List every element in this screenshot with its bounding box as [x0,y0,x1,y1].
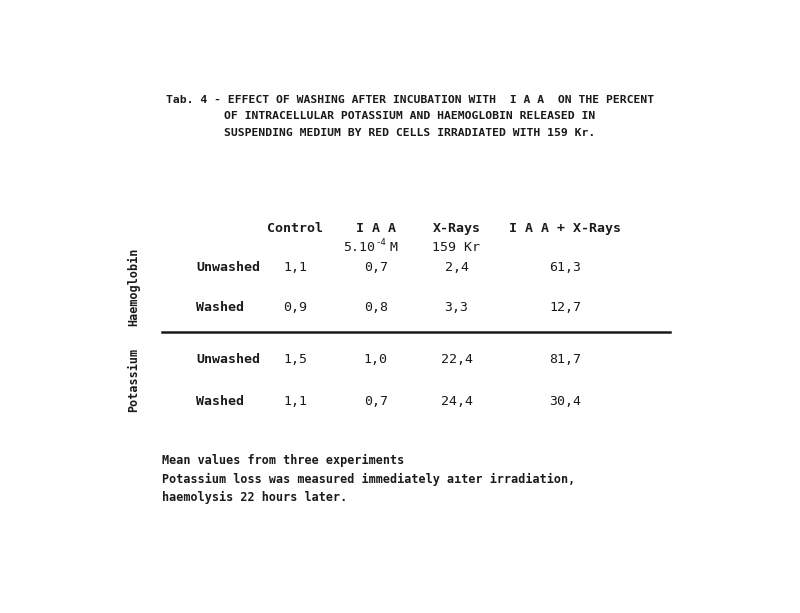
Text: 2,4: 2,4 [445,261,469,273]
Text: Unwashed: Unwashed [196,261,260,273]
Text: Tab. 4 - EFFECT OF WASHING AFTER INCUBATION WITH  I A A  ON THE PERCENT: Tab. 4 - EFFECT OF WASHING AFTER INCUBAT… [166,95,654,105]
Text: OF INTRACELLULAR POTASSIUM AND HAEMOGLOBIN RELEASED IN: OF INTRACELLULAR POTASSIUM AND HAEMOGLOB… [224,112,596,121]
Text: haemolysis 22 hours later.: haemolysis 22 hours later. [162,491,347,504]
Text: 5.10: 5.10 [342,241,374,254]
Text: 22,4: 22,4 [441,352,473,365]
Text: 24,4: 24,4 [441,395,473,408]
Text: 0,9: 0,9 [283,301,307,314]
Text: M: M [390,241,398,254]
Text: 0,7: 0,7 [364,395,388,408]
Text: I A A + X-Rays: I A A + X-Rays [509,223,621,235]
Text: 12,7: 12,7 [549,301,581,314]
Text: Washed: Washed [196,395,244,408]
Text: Potassium loss was measured immediately aıter irradiation,: Potassium loss was measured immediately … [162,473,575,485]
Text: 0,8: 0,8 [364,301,388,314]
Text: 1,0: 1,0 [364,352,388,365]
Text: Unwashed: Unwashed [196,352,260,365]
Text: -4: -4 [376,238,386,247]
Text: Potassium: Potassium [128,348,141,413]
Text: 81,7: 81,7 [549,352,581,365]
Text: 159 Kr: 159 Kr [433,241,481,254]
Text: 3,3: 3,3 [445,301,469,314]
Text: 30,4: 30,4 [549,395,581,408]
Text: SUSPENDING MEDIUM BY RED CELLS IRRADIATED WITH 159 Kr.: SUSPENDING MEDIUM BY RED CELLS IRRADIATE… [224,128,596,138]
Text: Haemoglobin: Haemoglobin [127,248,141,326]
Text: 1,1: 1,1 [283,261,307,273]
Text: 61,3: 61,3 [549,261,581,273]
Text: 0,7: 0,7 [364,261,388,273]
Text: I A A: I A A [356,223,396,235]
Text: 1,1: 1,1 [283,395,307,408]
Text: 1,5: 1,5 [283,352,307,365]
Text: Mean values from three experiments: Mean values from three experiments [162,454,404,466]
Text: Washed: Washed [196,301,244,314]
Text: Control: Control [267,223,323,235]
Text: X-Rays: X-Rays [433,223,481,235]
